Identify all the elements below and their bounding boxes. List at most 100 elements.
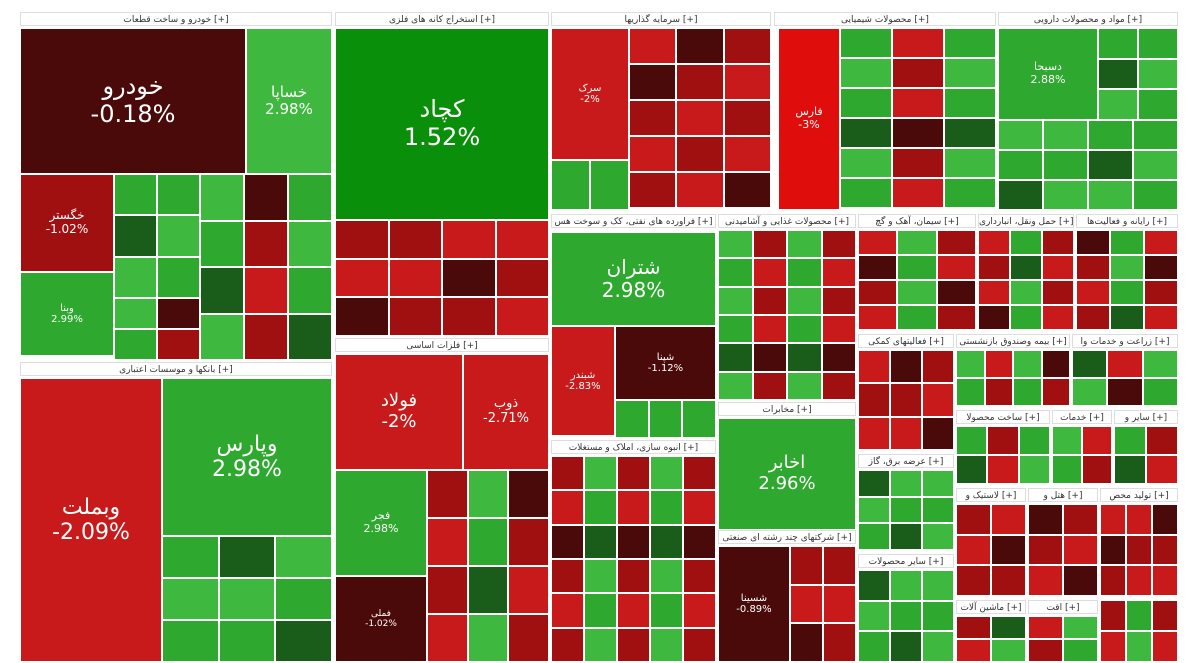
stock-tile-small[interactable] bbox=[1144, 255, 1178, 280]
stock-tile-small[interactable] bbox=[892, 88, 944, 118]
stock-tile-small[interactable] bbox=[944, 58, 996, 88]
sector-header[interactable]: استخراج کانه های فلزی [+] bbox=[335, 12, 549, 26]
stock-tile-small[interactable] bbox=[991, 565, 1026, 596]
stock-tile-small[interactable] bbox=[922, 496, 954, 524]
stock-tile-small[interactable] bbox=[162, 578, 219, 620]
stock-tile-small[interactable] bbox=[551, 456, 584, 491]
stock-tile[interactable]: خودرو -0.18% bbox=[20, 28, 246, 174]
stock-tile-small[interactable] bbox=[1043, 120, 1088, 150]
stock-tile-small[interactable] bbox=[1138, 89, 1178, 120]
sector-header[interactable]: بیمه وصندوق بازنشستی [+] bbox=[956, 334, 1070, 348]
sector-header[interactable]: اقت [+] bbox=[1028, 600, 1098, 614]
stock-tile-small[interactable] bbox=[922, 631, 954, 662]
stock-tile-small[interactable] bbox=[897, 305, 937, 330]
stock-tile-small[interactable] bbox=[991, 504, 1026, 535]
stock-tile-small[interactable] bbox=[790, 546, 823, 585]
stock-tile-small[interactable] bbox=[157, 329, 200, 360]
stock-tile-small[interactable] bbox=[1018, 455, 1050, 484]
stock-tile-small[interactable] bbox=[890, 496, 922, 524]
stock-tile-small[interactable] bbox=[467, 614, 509, 662]
stock-tile-small[interactable] bbox=[584, 490, 617, 525]
stock-tile-small[interactable] bbox=[495, 220, 549, 259]
stock-tile-small[interactable] bbox=[858, 570, 890, 601]
stock-tile-small[interactable] bbox=[956, 616, 991, 639]
stock-tile-small[interactable] bbox=[650, 524, 683, 559]
stock-tile-small[interactable] bbox=[991, 639, 1026, 662]
stock-tile-small[interactable] bbox=[787, 286, 822, 315]
stock-tile-small[interactable] bbox=[922, 383, 954, 417]
stock-tile-small[interactable] bbox=[1028, 504, 1063, 535]
stock-tile-small[interactable] bbox=[1063, 639, 1098, 662]
sector-header[interactable]: ماشین آلات [+] bbox=[956, 600, 1026, 614]
stock-tile-small[interactable] bbox=[821, 286, 856, 315]
stock-tile-small[interactable] bbox=[495, 258, 549, 298]
stock-tile-small[interactable] bbox=[1042, 280, 1074, 305]
stock-tile-small[interactable] bbox=[1072, 350, 1108, 378]
sector-header[interactable]: خدمات [+] bbox=[1052, 410, 1112, 424]
stock-tile-small[interactable] bbox=[956, 426, 988, 455]
stock-tile-small[interactable] bbox=[676, 172, 724, 208]
stock-tile-small[interactable] bbox=[1063, 504, 1098, 535]
stock-tile-small[interactable] bbox=[1028, 616, 1063, 639]
stock-tile-small[interactable] bbox=[114, 329, 157, 360]
stock-tile-small[interactable] bbox=[388, 220, 442, 259]
stock-tile-small[interactable] bbox=[617, 593, 650, 628]
stock-tile[interactable]: شسینا -0.89% bbox=[718, 546, 790, 662]
stock-tile-small[interactable] bbox=[1144, 280, 1178, 305]
stock-tile-small[interactable] bbox=[890, 631, 922, 662]
stock-tile-small[interactable] bbox=[823, 584, 856, 624]
stock-tile-small[interactable] bbox=[1098, 28, 1138, 59]
stock-tile-small[interactable] bbox=[723, 100, 771, 136]
stock-tile-small[interactable] bbox=[998, 120, 1043, 150]
stock-tile-small[interactable] bbox=[858, 496, 890, 524]
stock-tile-small[interactable] bbox=[590, 160, 629, 210]
stock-tile-small[interactable] bbox=[1010, 255, 1042, 280]
stock-tile-small[interactable] bbox=[427, 470, 468, 518]
stock-tile-small[interactable] bbox=[892, 118, 944, 148]
stock-tile-small[interactable] bbox=[388, 297, 442, 336]
stock-tile-small[interactable] bbox=[1126, 504, 1152, 535]
stock-tile-small[interactable] bbox=[978, 230, 1010, 255]
stock-tile-small[interactable] bbox=[991, 534, 1026, 566]
stock-tile-small[interactable] bbox=[787, 371, 822, 400]
stock-tile-small[interactable] bbox=[1013, 378, 1042, 406]
stock-tile-small[interactable] bbox=[956, 350, 985, 378]
stock-tile-small[interactable] bbox=[1152, 600, 1178, 631]
stock-tile-small[interactable] bbox=[858, 230, 898, 255]
stock-tile-small[interactable] bbox=[1082, 426, 1112, 455]
stock-tile-small[interactable] bbox=[821, 371, 856, 400]
stock-tile-small[interactable] bbox=[1041, 350, 1070, 378]
stock-tile-small[interactable] bbox=[890, 350, 922, 384]
stock-tile-small[interactable] bbox=[335, 258, 389, 298]
stock-tile-small[interactable] bbox=[629, 28, 677, 64]
stock-tile-small[interactable] bbox=[752, 315, 787, 344]
stock-tile[interactable]: وپارس 2.98% bbox=[162, 378, 332, 536]
stock-tile-small[interactable] bbox=[987, 455, 1019, 484]
stock-tile-small[interactable] bbox=[683, 456, 716, 491]
stock-tile-small[interactable] bbox=[790, 623, 823, 662]
stock-tile[interactable]: شبندر -2.83% bbox=[551, 326, 615, 436]
stock-tile-small[interactable] bbox=[218, 536, 276, 578]
stock-tile-small[interactable] bbox=[1082, 455, 1112, 484]
stock-tile-small[interactable] bbox=[858, 255, 898, 280]
stock-tile-small[interactable] bbox=[275, 620, 332, 662]
stock-tile-small[interactable] bbox=[1010, 230, 1042, 255]
stock-tile-small[interactable] bbox=[551, 593, 584, 628]
stock-tile-small[interactable] bbox=[718, 371, 753, 400]
stock-tile-small[interactable] bbox=[787, 230, 822, 259]
stock-tile-small[interactable] bbox=[1144, 305, 1178, 330]
stock-tile-small[interactable] bbox=[244, 220, 288, 267]
stock-tile-small[interactable] bbox=[892, 148, 944, 178]
stock-tile-small[interactable] bbox=[922, 570, 954, 601]
stock-tile-small[interactable] bbox=[1110, 230, 1144, 255]
stock-tile-small[interactable] bbox=[1110, 280, 1144, 305]
stock-tile[interactable]: فملی -1.02% bbox=[335, 576, 427, 662]
stock-tile-small[interactable] bbox=[890, 570, 922, 601]
stock-tile-small[interactable] bbox=[1028, 565, 1063, 596]
stock-tile[interactable]: اخابر 2.96% bbox=[718, 418, 856, 530]
stock-tile-small[interactable] bbox=[1052, 426, 1082, 455]
stock-tile-small[interactable] bbox=[1072, 378, 1108, 406]
stock-tile-small[interactable] bbox=[1133, 180, 1178, 210]
stock-tile-small[interactable] bbox=[723, 136, 771, 172]
stock-tile-small[interactable] bbox=[944, 28, 996, 58]
